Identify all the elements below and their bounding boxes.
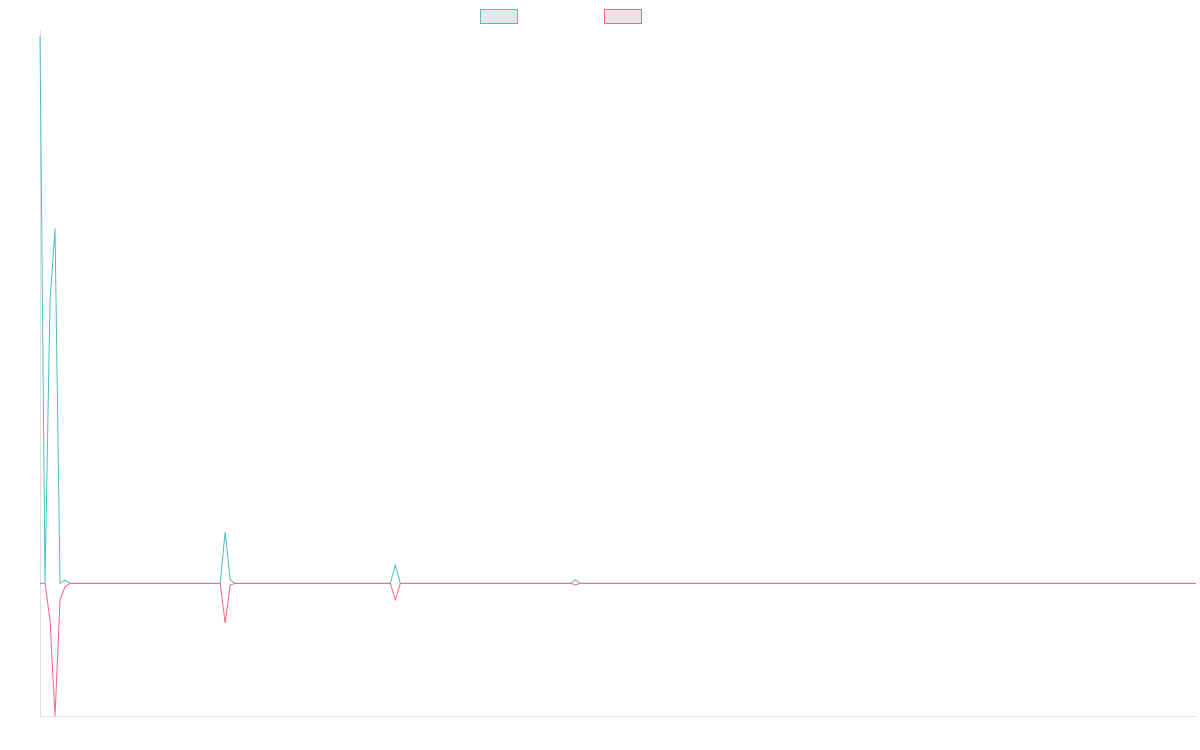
legend-item-series-2[interactable] (604, 9, 648, 24)
legend (0, 9, 1200, 29)
series-layer (39, 35, 1196, 717)
legend-swatch-series-1 (480, 9, 518, 24)
legend-swatch-series-2 (604, 9, 642, 24)
legend-item-series-1[interactable] (480, 9, 524, 24)
series-line-1 (39, 35, 1196, 585)
series-line-2 (40, 582, 1196, 717)
